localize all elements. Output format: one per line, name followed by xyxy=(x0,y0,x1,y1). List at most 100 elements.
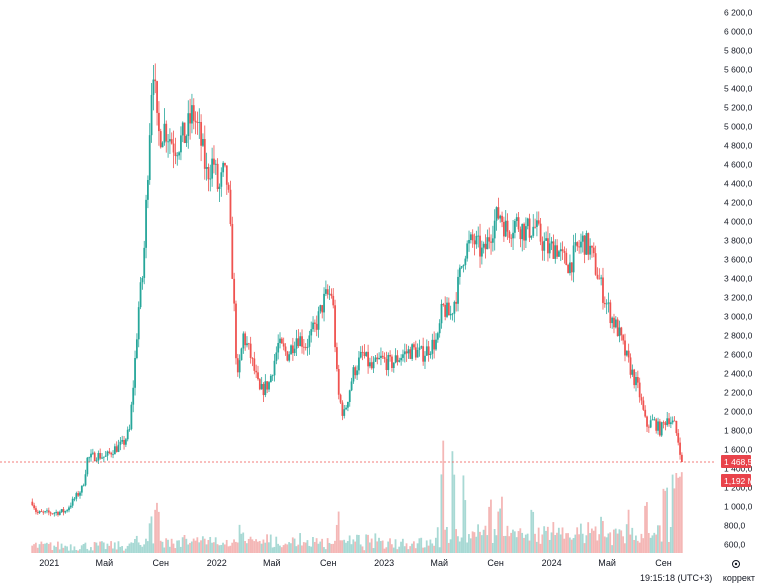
volume-bar xyxy=(146,541,149,553)
candle-body xyxy=(187,113,190,137)
volume-bar xyxy=(466,542,468,553)
candle-body xyxy=(517,217,520,230)
volume-bar xyxy=(258,540,261,553)
candle-body xyxy=(644,409,647,417)
volume-bar xyxy=(433,545,435,553)
candle-body xyxy=(662,422,665,424)
candle-body xyxy=(374,357,377,362)
adjust-mode[interactable]: коррект xyxy=(722,573,756,583)
volume-bar xyxy=(578,534,580,553)
volume-bar xyxy=(282,545,285,553)
volume-bar xyxy=(165,538,168,553)
candle-body xyxy=(73,498,76,500)
candle-body xyxy=(288,354,291,361)
candle-body xyxy=(400,357,403,361)
candle-body xyxy=(677,433,680,443)
volume-bar xyxy=(350,544,353,553)
volume-bar xyxy=(341,540,344,553)
volume-bar xyxy=(357,534,360,553)
candle-body xyxy=(669,422,672,425)
volume-bar xyxy=(56,541,59,553)
candle-body xyxy=(396,355,399,362)
candle-body xyxy=(183,122,186,144)
volume-bar xyxy=(423,547,426,553)
settings-icon[interactable] xyxy=(732,560,740,568)
candle-body xyxy=(583,235,586,255)
candle-body xyxy=(315,323,318,330)
volume-bar xyxy=(559,534,562,553)
volume-bar xyxy=(405,543,408,553)
volume-bar xyxy=(679,476,681,553)
y-tick-label: 600,0 xyxy=(724,539,746,549)
candle-body xyxy=(42,511,45,513)
volume-bar xyxy=(183,535,186,553)
candle-body xyxy=(559,249,562,252)
volume-bar xyxy=(271,547,274,553)
candle-body xyxy=(471,234,474,241)
candle-body xyxy=(539,223,542,242)
candle-body xyxy=(132,387,135,405)
volume-bar xyxy=(414,548,417,553)
candle-body xyxy=(36,511,39,513)
candle-body xyxy=(266,381,269,390)
volume-bar xyxy=(638,542,641,553)
candle-body xyxy=(99,453,102,459)
volume-bar xyxy=(605,537,608,553)
volume-bar xyxy=(486,535,489,553)
candle-body xyxy=(589,245,592,255)
volume-bar xyxy=(361,546,364,553)
y-tick-label: 3 000,0 xyxy=(724,312,753,322)
x-tick-label: 2022 xyxy=(207,558,227,568)
candle-body xyxy=(106,451,109,456)
candle-body xyxy=(176,155,179,157)
y-tick-label: 6 000,0 xyxy=(724,27,753,37)
candle-body xyxy=(673,420,676,422)
candle-body xyxy=(313,322,316,324)
volume-bar xyxy=(301,545,303,553)
volume-bar xyxy=(546,526,549,553)
candle-body xyxy=(497,207,500,219)
candle-body xyxy=(438,323,441,334)
candle-body xyxy=(185,136,188,144)
candle-body xyxy=(231,223,234,279)
last-price-label-bg xyxy=(721,454,751,468)
candle-body xyxy=(214,163,217,165)
candle-body xyxy=(554,245,557,259)
candle-body xyxy=(69,505,72,508)
volume-bar xyxy=(356,534,358,553)
volume-bar xyxy=(412,541,415,553)
candle-body xyxy=(150,94,153,136)
candle-body xyxy=(224,162,226,166)
volume-bar xyxy=(242,532,245,553)
volume-bar xyxy=(354,541,357,553)
candle-body xyxy=(88,457,91,459)
candle-body xyxy=(636,377,639,383)
volume-bar xyxy=(205,544,208,553)
volume-bar xyxy=(658,525,661,553)
volume-bar xyxy=(124,548,127,553)
volume-bar xyxy=(137,542,140,553)
volume-bar xyxy=(541,534,544,553)
candle-body xyxy=(244,333,247,346)
volume-bar xyxy=(126,545,129,553)
candle-body xyxy=(128,429,131,430)
candle-body xyxy=(341,402,344,416)
candle-body xyxy=(391,356,393,368)
volume-bar xyxy=(293,538,296,553)
volume-bar xyxy=(264,542,267,553)
candle-body xyxy=(455,301,458,304)
candle-body xyxy=(591,245,593,248)
volume-bar xyxy=(458,541,461,553)
volume-bar xyxy=(601,521,604,553)
candle-body xyxy=(526,218,529,227)
volume-bar xyxy=(622,536,624,553)
candle-body xyxy=(675,420,678,434)
volume-bar xyxy=(328,542,331,553)
volume-bar xyxy=(49,542,52,553)
volume-bar xyxy=(389,538,391,553)
candle-body xyxy=(218,186,221,190)
volume-bar xyxy=(420,537,423,553)
volume-bar xyxy=(422,547,424,553)
volume-bar xyxy=(192,538,195,553)
volume-bar xyxy=(513,531,516,553)
